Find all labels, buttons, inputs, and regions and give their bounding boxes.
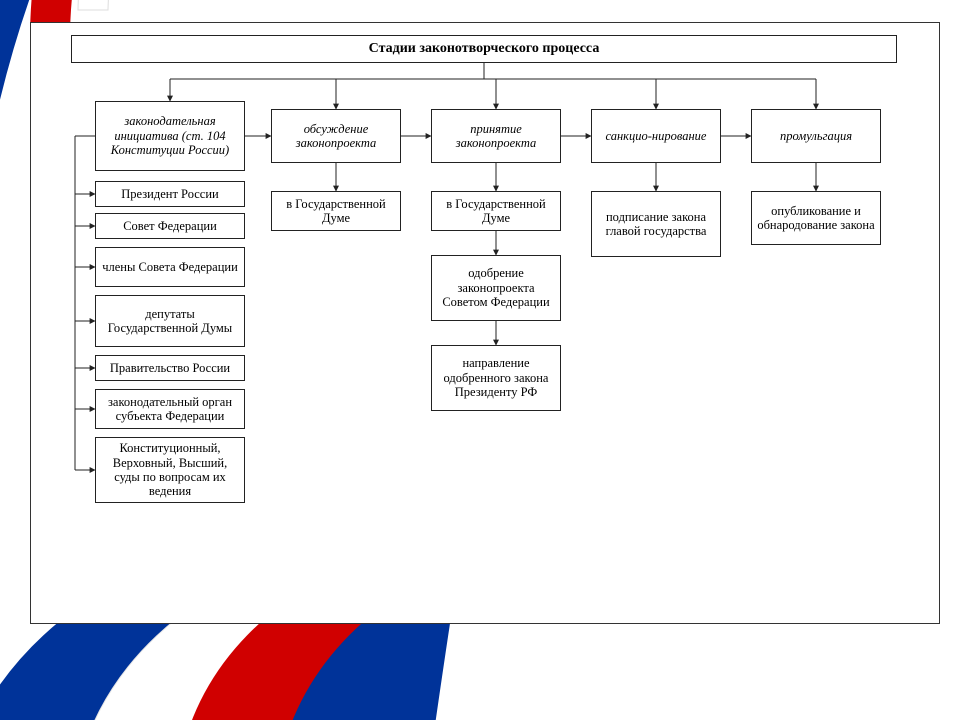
node-s1d: депутаты Государственной Думы bbox=[95, 295, 245, 347]
node-s5a: опубликование и обнародование закона bbox=[751, 191, 881, 245]
node-s4a: подписание закона главой государства bbox=[591, 191, 721, 257]
node-s3a: в Государственной Думе bbox=[431, 191, 561, 231]
node-s1c: члены Совета Федерации bbox=[95, 247, 245, 287]
node-s1f: законодательный орган субъекта Федерации bbox=[95, 389, 245, 429]
node-s1a: Президент России bbox=[95, 181, 245, 207]
node-stage3: принятие законопроекта bbox=[431, 109, 561, 163]
node-stage4: санкцио-нирование bbox=[591, 109, 721, 163]
node-s2a: в Государственной Думе bbox=[271, 191, 401, 231]
node-stage5: промульгация bbox=[751, 109, 881, 163]
node-s1g: Конституционный, Верховный, Высший, суды… bbox=[95, 437, 245, 503]
node-s1b: Совет Федерации bbox=[95, 213, 245, 239]
node-stage1: законодательная инициатива (ст. 104 Конс… bbox=[95, 101, 245, 171]
node-s3b: одобрение законопроекта Советом Федераци… bbox=[431, 255, 561, 321]
node-title: Стадии законотворческого процесса bbox=[71, 35, 897, 63]
node-s3c: направление одобренного закона Президент… bbox=[431, 345, 561, 411]
node-s1e: Правительство России bbox=[95, 355, 245, 381]
node-stage2: обсуждение законопроекта bbox=[271, 109, 401, 163]
diagram-frame: Стадии законотворческого процесса законод… bbox=[30, 22, 940, 624]
